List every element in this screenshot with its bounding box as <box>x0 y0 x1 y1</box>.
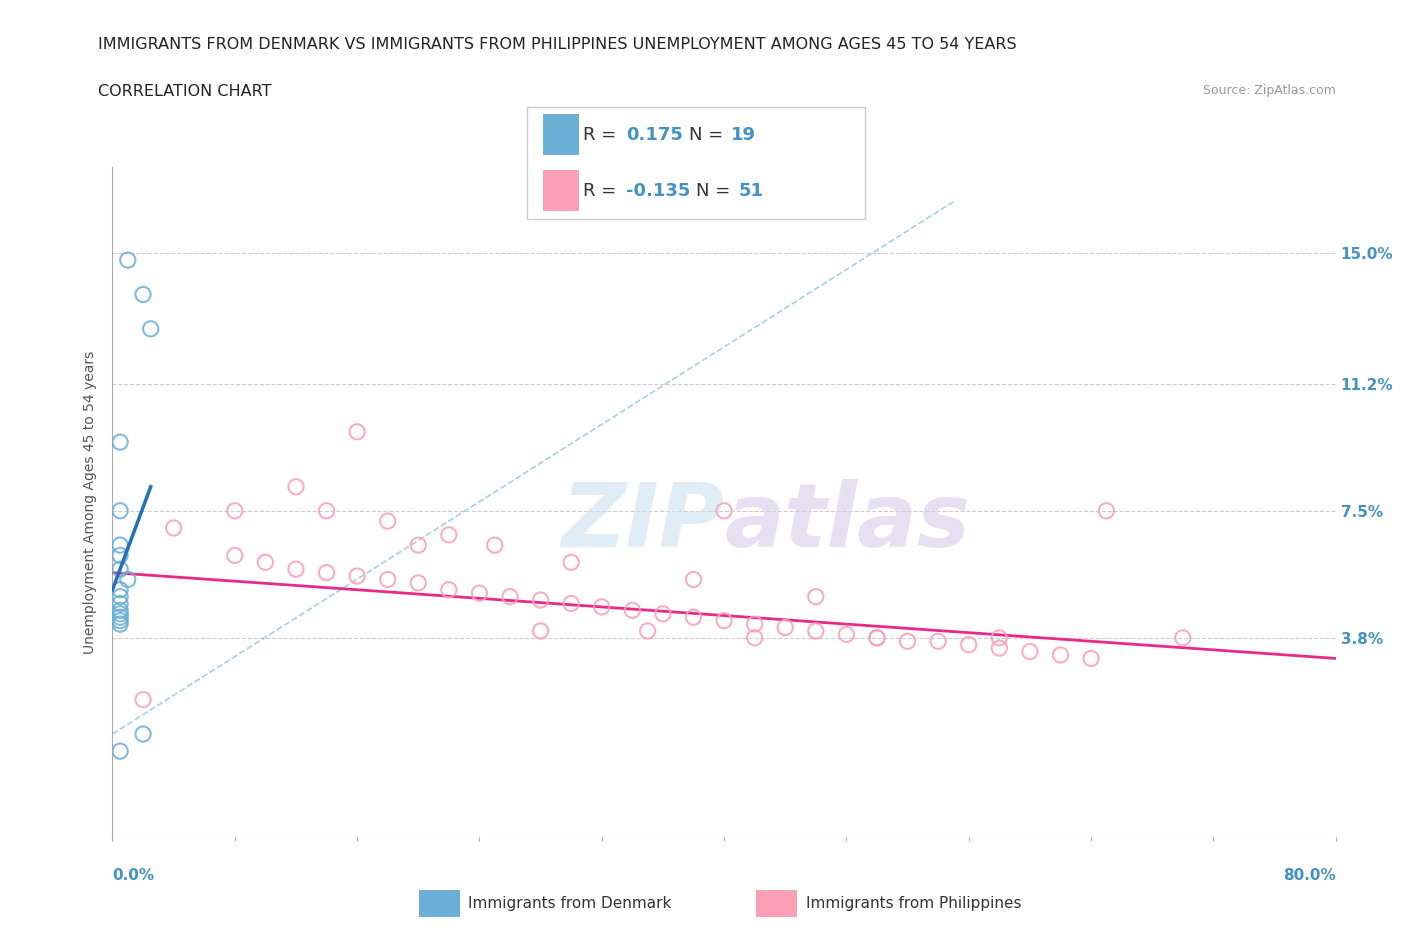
Point <box>988 631 1011 645</box>
Point <box>897 634 920 649</box>
Point <box>108 434 131 449</box>
Point <box>254 6 277 20</box>
Point <box>499 590 522 604</box>
Point <box>315 565 337 580</box>
Point <box>927 634 949 649</box>
Point <box>560 596 582 611</box>
Point <box>117 253 139 268</box>
Text: R =: R = <box>583 181 623 200</box>
Point <box>957 637 980 652</box>
Point <box>682 610 704 625</box>
Point <box>224 503 246 518</box>
Point <box>744 617 766 631</box>
Point <box>804 623 827 638</box>
Point <box>108 613 131 628</box>
Point <box>108 596 131 611</box>
Point <box>775 620 797 635</box>
Point <box>346 568 368 583</box>
Point <box>988 641 1011 656</box>
Point <box>437 527 460 542</box>
Point <box>530 592 553 607</box>
Point <box>1095 503 1118 518</box>
Text: 0.0%: 0.0% <box>112 868 155 883</box>
Text: R =: R = <box>583 126 623 144</box>
Point <box>591 600 613 615</box>
Point <box>713 503 735 518</box>
Point <box>108 617 131 631</box>
Point <box>224 548 246 563</box>
Text: 80.0%: 80.0% <box>1282 868 1336 883</box>
Point <box>284 479 308 494</box>
Point <box>835 627 858 642</box>
Point <box>530 623 553 638</box>
Point <box>139 322 162 337</box>
Point <box>108 610 131 625</box>
Point <box>315 503 337 518</box>
Point <box>132 692 155 707</box>
Point <box>744 631 766 645</box>
Point <box>377 513 399 528</box>
Point <box>254 555 277 570</box>
Point <box>377 572 399 587</box>
Point <box>108 744 131 759</box>
Point <box>1049 647 1071 662</box>
Point <box>132 287 155 302</box>
Point <box>346 424 368 439</box>
Point <box>713 613 735 628</box>
Point <box>1080 651 1102 666</box>
Point <box>652 606 675 621</box>
Point <box>408 538 430 552</box>
Point <box>560 555 582 570</box>
Text: CORRELATION CHART: CORRELATION CHART <box>98 84 271 99</box>
Text: N =: N = <box>689 126 728 144</box>
Point <box>437 582 460 597</box>
Point <box>468 586 491 601</box>
Text: ZIP: ZIP <box>561 479 724 565</box>
Point <box>804 590 827 604</box>
Point <box>108 606 131 621</box>
Point <box>1018 644 1040 659</box>
Point <box>132 726 155 741</box>
Point <box>117 572 139 587</box>
Point <box>108 603 131 618</box>
Text: 51: 51 <box>738 181 763 200</box>
Text: Source: ZipAtlas.com: Source: ZipAtlas.com <box>1202 84 1336 97</box>
Point <box>866 631 889 645</box>
Point <box>408 576 430 591</box>
Point <box>484 538 506 552</box>
Text: 0.175: 0.175 <box>626 126 682 144</box>
Text: Immigrants from Philippines: Immigrants from Philippines <box>806 897 1021 911</box>
Text: Immigrants from Denmark: Immigrants from Denmark <box>468 897 672 911</box>
Point <box>163 521 186 536</box>
Point <box>108 548 131 563</box>
Point <box>108 590 131 604</box>
Point <box>1171 631 1194 645</box>
Point <box>108 562 131 577</box>
Point <box>682 572 704 587</box>
Point <box>637 623 659 638</box>
Text: IMMIGRANTS FROM DENMARK VS IMMIGRANTS FROM PHILIPPINES UNEMPLOYMENT AMONG AGES 4: IMMIGRANTS FROM DENMARK VS IMMIGRANTS FR… <box>98 37 1017 52</box>
Text: 19: 19 <box>731 126 756 144</box>
Point <box>108 582 131 597</box>
Text: atlas: atlas <box>724 479 970 565</box>
Point <box>108 538 131 552</box>
Point <box>284 562 308 577</box>
Text: N =: N = <box>696 181 735 200</box>
Y-axis label: Unemployment Among Ages 45 to 54 years: Unemployment Among Ages 45 to 54 years <box>83 351 97 654</box>
Point <box>108 503 131 518</box>
Point <box>866 631 889 645</box>
Text: -0.135: -0.135 <box>626 181 690 200</box>
Point <box>621 603 644 618</box>
